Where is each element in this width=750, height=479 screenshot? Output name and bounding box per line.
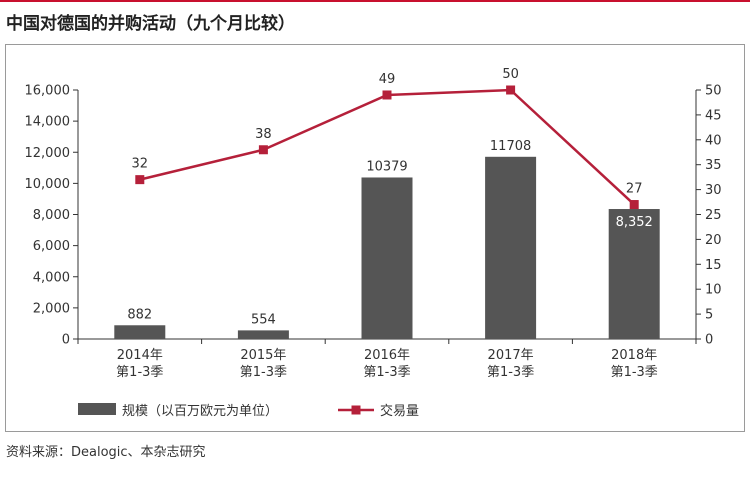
legend-bar-label: 规模（以百万欧元为单位） [122, 404, 278, 419]
x-tick-label-period: 第1-3季 [240, 365, 287, 380]
right-tick-label: 35 [705, 158, 722, 173]
bar [608, 209, 660, 339]
line-marker [629, 200, 639, 210]
right-tick-label: 40 [705, 133, 722, 148]
right-tick-label: 5 [705, 308, 713, 323]
bar-data-label: 554 [251, 312, 276, 327]
legend-bar-swatch [78, 403, 116, 415]
line-marker [135, 175, 145, 185]
bar [237, 330, 289, 339]
x-tick-label-period: 第1-3季 [487, 365, 534, 380]
right-tick-label: 50 [705, 84, 722, 99]
x-tick-label-year: 2017年 [488, 348, 534, 363]
line-data-label: 50 [502, 67, 519, 82]
x-tick-label-year: 2016年 [364, 348, 410, 363]
left-tick-label: 6,000 [33, 239, 70, 254]
left-tick-label: 2,000 [33, 301, 70, 316]
line-data-label: 32 [132, 157, 149, 172]
chart-title: 中国对德国的并购活动（九个月比较） [6, 14, 295, 34]
right-tick-label: 25 [705, 208, 722, 223]
legend-line-label: 交易量 [380, 403, 419, 419]
bar-data-label: 10379 [366, 159, 407, 174]
bar-data-label: 882 [127, 307, 152, 322]
right-tick-label: 20 [705, 233, 722, 248]
x-tick-label-year: 2014年 [117, 348, 163, 363]
top-accent-rule [0, 0, 750, 2]
right-tick-label: 45 [705, 108, 722, 123]
line-data-label: 27 [626, 182, 643, 197]
bar [361, 177, 413, 339]
bar [114, 325, 166, 339]
line-data-label: 38 [255, 127, 272, 142]
left-tick-label: 4,000 [33, 270, 70, 285]
bar-data-label: 11708 [490, 139, 531, 154]
left-tick-label: 16,000 [25, 84, 71, 99]
source-note: 资料来源：Dealogic、本杂志研究 [6, 445, 206, 460]
left-tick-label: 8,000 [33, 208, 70, 223]
chart-panel: 0 2,000 4,000 6,000 8,000 10,000 12,000 14,000 1… [5, 44, 745, 432]
bar [485, 156, 537, 339]
x-tick-label-year: 2015年 [240, 348, 286, 363]
legend-line-marker [351, 405, 361, 415]
left-tick-label: 0 [62, 333, 70, 348]
line-marker [506, 85, 516, 95]
line-data-label: 49 [379, 72, 396, 87]
left-tick-label: 12,000 [25, 146, 71, 161]
line-marker [258, 145, 268, 155]
right-tick-label: 15 [705, 258, 722, 273]
x-tick-label-period: 第1-3季 [611, 365, 658, 380]
left-tick-label: 14,000 [25, 115, 71, 130]
right-tick-label: 30 [705, 183, 722, 198]
combo-chart: 0 2,000 4,000 6,000 8,000 10,000 12,000 14,000 1… [25, 67, 722, 419]
bar-data-label: 8,352 [616, 215, 653, 230]
right-tick-label: 0 [705, 333, 713, 348]
x-tick-label-year: 2018年 [611, 348, 657, 363]
line-marker [382, 90, 392, 100]
x-tick-label-period: 第1-3季 [363, 365, 410, 380]
left-tick-label: 10,000 [25, 177, 71, 192]
x-tick-label-period: 第1-3季 [116, 365, 163, 380]
right-tick-label: 10 [705, 283, 722, 298]
